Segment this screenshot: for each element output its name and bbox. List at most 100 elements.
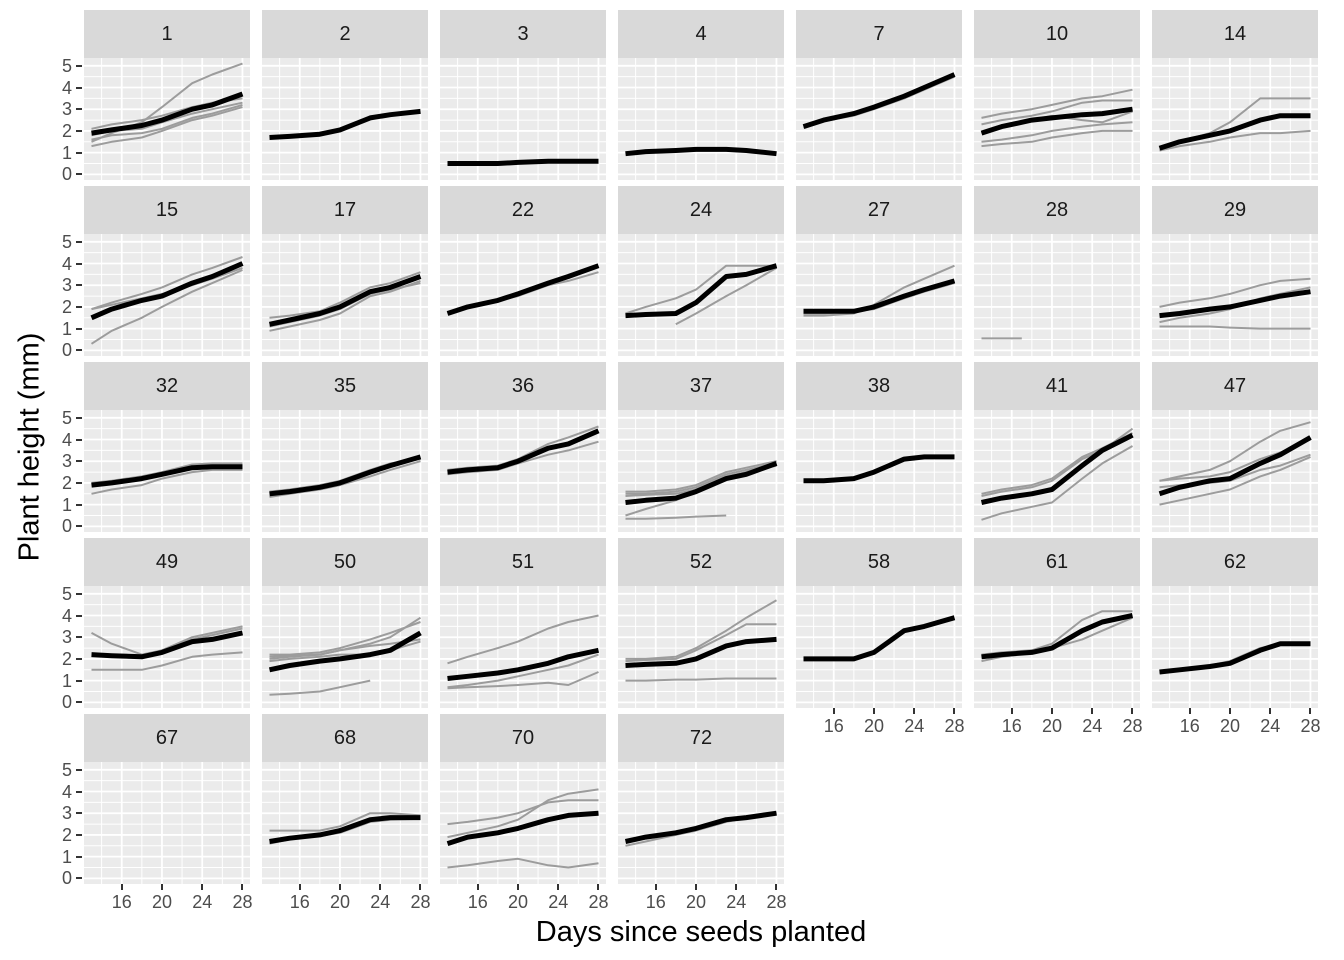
panel-plot xyxy=(84,234,250,356)
facet-label: 58 xyxy=(867,550,891,573)
y-axis-tick-label: 4 xyxy=(61,77,72,98)
facet-label: 41 xyxy=(1045,374,1069,397)
panel-plot xyxy=(796,58,962,180)
individual-line xyxy=(447,788,599,839)
mean-line xyxy=(803,615,956,662)
x-axis-tick-mark xyxy=(241,884,244,890)
y-axis-tick-label: 3 xyxy=(61,803,72,824)
facet-strip: 4 xyxy=(618,10,784,58)
mean-line xyxy=(269,108,421,140)
facet-strip: 7 xyxy=(796,10,962,58)
facet-strip: 28 xyxy=(974,186,1140,234)
panel-plot xyxy=(796,410,962,532)
facet-strip: 29 xyxy=(1152,186,1318,234)
y-axis-tick-label: 2 xyxy=(61,120,72,141)
mean-line xyxy=(625,636,777,668)
x-axis-tick-mark xyxy=(694,884,697,890)
y-axis-tick-mark xyxy=(76,151,82,154)
x-axis-tick-label: 20 xyxy=(1219,716,1240,736)
facet-label: 15 xyxy=(155,198,179,221)
x-axis-tick-label: 24 xyxy=(192,892,213,912)
individual-line xyxy=(981,88,1133,119)
y-axis-tick-mark xyxy=(76,812,82,815)
panel-plot xyxy=(618,410,784,532)
facet-label: 27 xyxy=(867,198,891,221)
panel-plot xyxy=(84,410,250,532)
x-axis-tick-label: 20 xyxy=(329,892,350,912)
facet-panel: 72 xyxy=(618,714,784,884)
individual-line xyxy=(91,651,243,671)
y-axis-tick-label: 4 xyxy=(61,605,72,626)
mean-line xyxy=(447,647,600,681)
facet-panel: 52 xyxy=(618,538,784,708)
y-axis-tick-label: 2 xyxy=(61,472,72,493)
mean-line xyxy=(91,91,244,136)
individual-line xyxy=(625,460,777,493)
facet-label: 70 xyxy=(511,726,535,749)
facet-panel: 51 xyxy=(440,538,606,708)
panel-plot xyxy=(618,586,784,708)
facet-strip: 51 xyxy=(440,538,606,586)
x-axis-tick-mark xyxy=(953,708,956,714)
facet-panel: 15 xyxy=(84,186,250,356)
facet-label: 2 xyxy=(339,22,351,45)
facet-panel: 62 xyxy=(1152,538,1318,708)
y-axis-tick-mark xyxy=(76,525,82,528)
facet-strip: 72 xyxy=(618,714,784,762)
y-axis-tick-mark xyxy=(76,416,82,419)
individual-line xyxy=(625,677,777,682)
x-axis-tick-label: 24 xyxy=(904,716,925,736)
y-axis-tick-mark xyxy=(76,64,82,67)
y-axis-tick-mark xyxy=(76,173,82,176)
y-axis-tick-mark xyxy=(76,790,82,793)
panel-plot xyxy=(262,762,428,884)
x-axis-tick-label: 16 xyxy=(289,892,310,912)
y-axis-tick-mark xyxy=(76,636,82,639)
facet-strip: 27 xyxy=(796,186,962,234)
panel-plot xyxy=(618,234,784,356)
x-axis-tick-label: 24 xyxy=(370,892,391,912)
facet-label: 35 xyxy=(333,374,357,397)
facet-panel: 41 xyxy=(974,362,1140,532)
facet-panel: 3 xyxy=(440,10,606,180)
panel-plot xyxy=(440,410,606,532)
panel-plot xyxy=(974,234,1140,356)
facet-label: 10 xyxy=(1045,22,1069,45)
mean-line xyxy=(980,106,1133,136)
individual-line xyxy=(1159,455,1311,506)
mean-line xyxy=(447,428,600,475)
mean-line xyxy=(803,278,956,314)
y-axis-tick-label: 0 xyxy=(61,340,72,361)
facet-panel: 10 xyxy=(974,10,1140,180)
x-axis-tick-mark xyxy=(1269,708,1272,714)
x-axis-tick-label: 20 xyxy=(685,892,706,912)
individual-line xyxy=(625,514,727,520)
facet-panel: 47 xyxy=(1152,362,1318,532)
x-axis-tick-label: 24 xyxy=(1082,716,1103,736)
x-axis-tick-label: 28 xyxy=(232,892,253,912)
x-axis-tick-mark xyxy=(338,884,341,890)
facet-label: 36 xyxy=(511,374,535,397)
facet-strip: 10 xyxy=(974,10,1140,58)
facet-strip: 61 xyxy=(974,538,1140,586)
individual-line xyxy=(625,623,777,663)
panel-plot xyxy=(974,586,1140,708)
x-axis-tick-label: 28 xyxy=(410,892,431,912)
y-axis-tick-mark xyxy=(76,877,82,880)
facet-strip: 68 xyxy=(262,714,428,762)
facet-label: 49 xyxy=(155,550,179,573)
facet-strip: 37 xyxy=(618,362,784,410)
y-axis-tick-label: 5 xyxy=(61,759,72,780)
facet-label: 28 xyxy=(1045,198,1069,221)
individual-line xyxy=(447,857,599,869)
y-axis-tick-label: 0 xyxy=(61,516,72,537)
y-axis-tick-mark xyxy=(76,833,82,836)
facet-label: 51 xyxy=(511,550,535,573)
y-axis-tick-label: 4 xyxy=(61,781,72,802)
y-axis-tick-label: 1 xyxy=(61,494,72,515)
y-axis-tick-mark xyxy=(76,262,82,265)
x-axis-tick-label: 16 xyxy=(823,716,844,736)
panel-plot xyxy=(262,410,428,532)
y-axis-tick-mark xyxy=(76,349,82,352)
facet-panel: 2 xyxy=(262,10,428,180)
